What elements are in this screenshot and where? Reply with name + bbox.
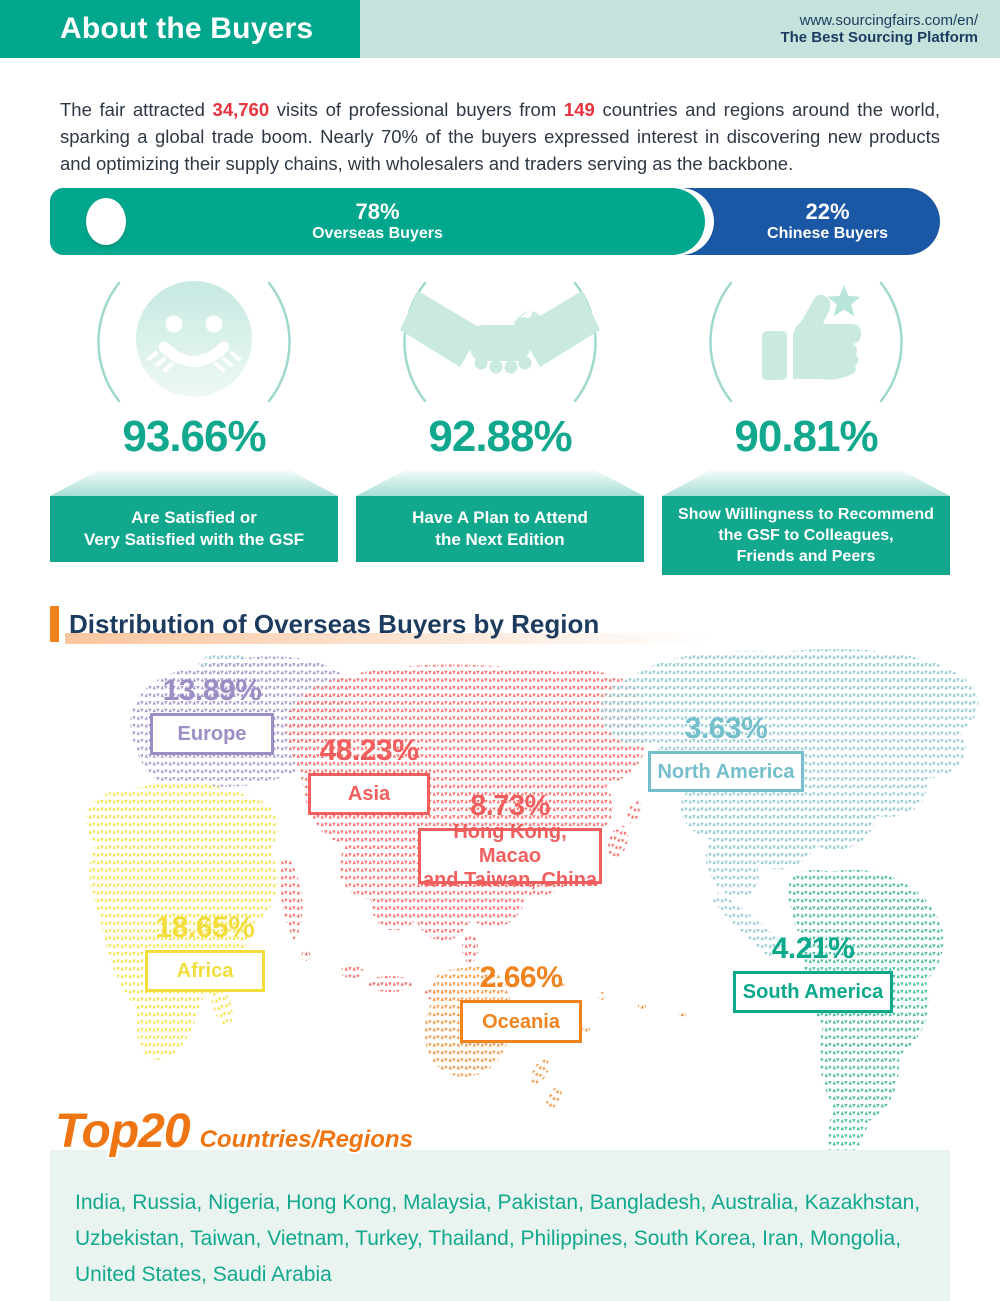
- asia-label: Asia: [308, 773, 430, 815]
- stats-row: 93.66% Are Satisfied or Very Satisfied w…: [50, 276, 950, 576]
- chinese-buyers-text: 22% Chinese Buyers: [715, 188, 940, 255]
- return-plan-pedestal: Have A Plan to Attend the Next Edition: [356, 470, 644, 562]
- region-hk-macao-taiwan: 8.73% Hong Kong, Macao and Taiwan, China: [418, 790, 602, 891]
- region-south-america: 4.21% South America: [733, 934, 893, 1013]
- buyer-split-bar: 22% Chinese Buyers 78% Overseas Buyers: [50, 188, 940, 255]
- satisfaction-pedestal: Are Satisfied or Very Satisfied with the…: [50, 470, 338, 562]
- top20-title: Top20: [55, 1105, 191, 1158]
- region-africa: 18.65% Africa: [145, 913, 265, 992]
- satisfaction-value: 93.66%: [122, 412, 266, 461]
- oceania-label: Oceania: [460, 1000, 582, 1043]
- star-icon: [827, 285, 861, 317]
- region-oceania: 2.66% Oceania: [460, 963, 582, 1043]
- europe-percent: 13.89%: [162, 674, 262, 707]
- overseas-percent: 78%: [355, 199, 400, 225]
- chinese-label: Chinese Buyers: [767, 224, 888, 242]
- return-plan-label: Have A Plan to Attend the Next Edition: [356, 496, 644, 562]
- overseas-buyers-segment: 78% Overseas Buyers: [50, 188, 705, 255]
- recommend-label: Show Willingness to Recommend the GSF to…: [662, 496, 950, 576]
- satisfaction-label: Are Satisfied or Very Satisfied with the…: [50, 496, 338, 562]
- hk-percent: 8.73%: [470, 790, 550, 822]
- oceania-percent: 2.66%: [479, 961, 563, 994]
- north-america-label: North America: [648, 751, 804, 792]
- recommend-pedestal: Show Willingness to Recommend the GSF to…: [662, 470, 950, 576]
- europe-label: Europe: [150, 713, 274, 755]
- pedestal-top: [50, 470, 338, 496]
- south-america-percent: 4.21%: [771, 932, 855, 965]
- pedestal-top: [356, 470, 644, 496]
- page-title-banner: About the Buyers: [0, 0, 360, 58]
- stat-satisfaction: 93.66% Are Satisfied or Very Satisfied w…: [50, 276, 338, 575]
- overseas-label: Overseas Buyers: [312, 224, 443, 242]
- stat-return-plan: 92.88% Have A Plan to Attend the Next Ed…: [356, 276, 644, 575]
- recommend-value: 90.81%: [734, 412, 878, 461]
- thumbs-up-star-icon: [709, 281, 903, 403]
- north-america-percent: 3.63%: [684, 712, 768, 745]
- oceania-islands: [530, 982, 686, 1109]
- visits-count: 34,760: [212, 99, 270, 120]
- africa-percent: 18.65%: [155, 911, 255, 944]
- stat-recommend: 90.81% Show Willingness to Recommend the…: [662, 276, 950, 576]
- central-america: [713, 892, 786, 958]
- smiley-face-icon: [97, 281, 291, 403]
- region-north-america: 3.63% North America: [648, 714, 804, 792]
- bar-dot-decoration: [86, 198, 126, 245]
- top20-countries-list: India, Russia, Nigeria, Hong Kong, Malay…: [75, 1191, 921, 1287]
- south-america-label: South America: [733, 971, 893, 1013]
- page-title: About the Buyers: [60, 12, 314, 45]
- top-banner: About the Buyers www.sourcingfairs.com/e…: [0, 0, 1000, 58]
- top20-subtitle: Countries/Regions: [199, 1126, 413, 1153]
- chinese-percent: 22%: [805, 199, 850, 225]
- continent-south-america: [787, 869, 944, 1162]
- top20-heading: Top20 Countries/Regions: [55, 1104, 413, 1159]
- countries-count: 149: [563, 99, 595, 120]
- intro-paragraph: The fair attracted 34,760 visits of prof…: [60, 96, 940, 178]
- region-section-header: Distribution of Overseas Buyers by Regio…: [50, 606, 711, 644]
- intro-text-2: visits of professional buyers from: [269, 99, 564, 120]
- handshake-icon: [400, 281, 600, 403]
- site-info: www.sourcingfairs.com/en/ The Best Sourc…: [780, 0, 978, 58]
- world-map-section: 13.89% Europe 48.23% Asia 8.73% Hong Kon…: [0, 648, 1000, 1178]
- asia-percent: 48.23%: [319, 734, 419, 767]
- region-asia: 48.23% Asia: [308, 736, 430, 815]
- intro-text-3: countries and regions around the world, …: [60, 99, 940, 175]
- site-url[interactable]: www.sourcingfairs.com/en/: [799, 12, 978, 29]
- top20-panel: [50, 1150, 950, 1301]
- region-section-title: Distribution of Overseas Buyers by Regio…: [64, 608, 711, 644]
- continent-africa: [86, 782, 278, 1061]
- madagascar: [211, 986, 233, 1026]
- hk-label: Hong Kong, Macao and Taiwan, China: [418, 821, 602, 891]
- intro-text-1: The fair attracted: [60, 99, 213, 120]
- africa-label: Africa: [145, 950, 265, 992]
- india-peninsula: [280, 856, 303, 942]
- site-tagline: The Best Sourcing Platform: [780, 29, 978, 46]
- region-europe: 13.89% Europe: [150, 676, 274, 755]
- pedestal-top: [662, 470, 950, 496]
- return-plan-value: 92.88%: [428, 412, 572, 461]
- accent-bar: [50, 606, 59, 642]
